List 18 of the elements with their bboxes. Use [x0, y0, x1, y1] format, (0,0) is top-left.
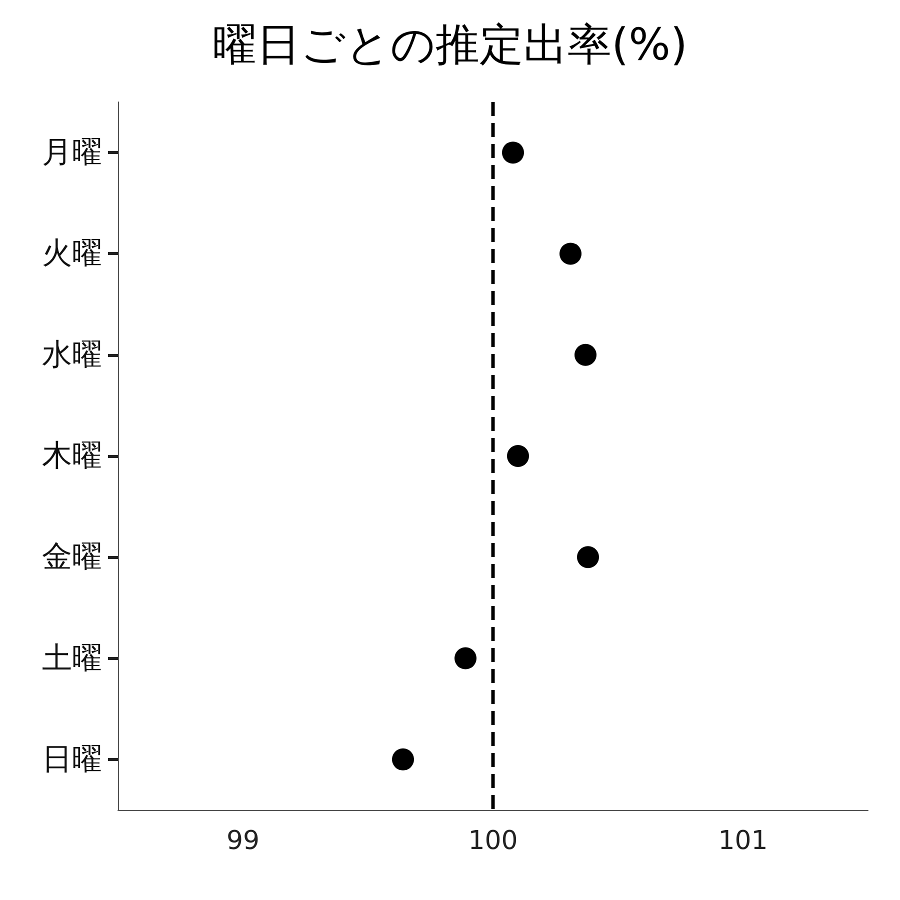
- point: [454, 647, 476, 670]
- point: [560, 242, 582, 265]
- point: [577, 546, 599, 568]
- point: [502, 142, 524, 164]
- point: [392, 748, 414, 770]
- x-tick-label: 101: [718, 826, 768, 856]
- y-tick-label: 月曜: [42, 135, 102, 170]
- x-tick-label: 99: [226, 826, 260, 856]
- y-tick-label: 木曜: [42, 438, 102, 474]
- y-tick-label: 水曜: [42, 337, 102, 372]
- y-tick-label: 金曜: [42, 540, 102, 575]
- y-tick-label: 土曜: [42, 640, 102, 676]
- point: [574, 344, 596, 366]
- y-tick-label: 火曜: [42, 236, 102, 272]
- chart-title: 曜日ごとの推定出率(%): [212, 20, 688, 70]
- point: [507, 445, 529, 467]
- y-tick-label: 日曜: [42, 742, 102, 777]
- x-tick-label: 100: [468, 826, 518, 856]
